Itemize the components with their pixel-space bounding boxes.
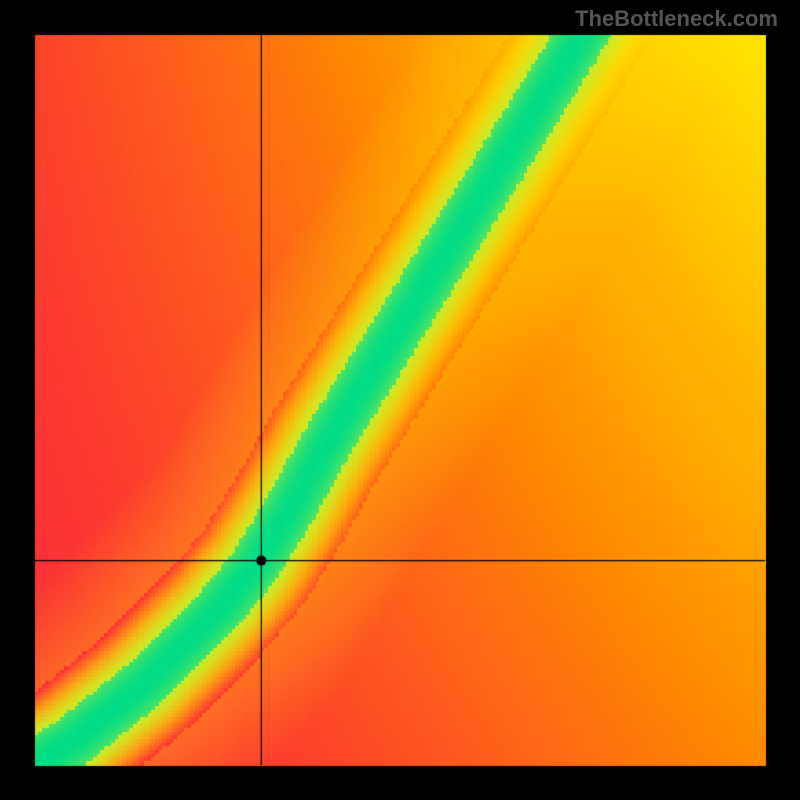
watermark-text: TheBottleneck.com <box>575 6 778 32</box>
heatmap-plot <box>0 0 800 800</box>
root: TheBottleneck.com <box>0 0 800 800</box>
heatmap-canvas <box>0 0 800 800</box>
